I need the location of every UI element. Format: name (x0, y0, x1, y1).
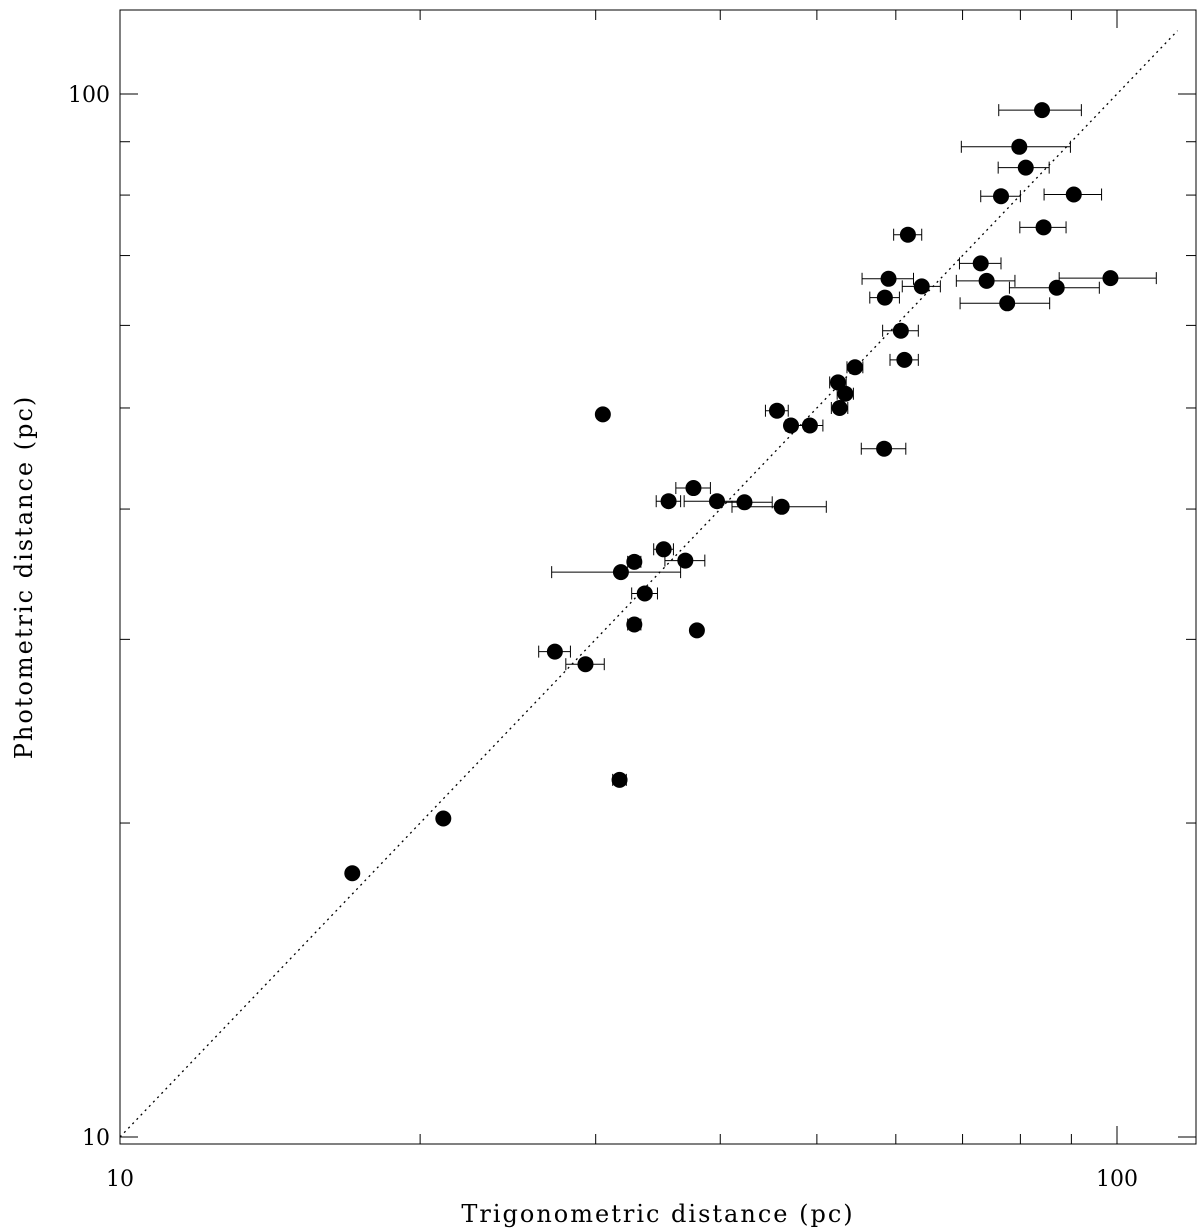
data-point (896, 351, 913, 368)
data-point (1011, 138, 1028, 155)
data-point (1017, 159, 1034, 176)
data-point (685, 480, 702, 497)
data-point (626, 616, 643, 633)
data-point (636, 585, 653, 602)
data-point (972, 255, 989, 272)
data-point (1048, 279, 1065, 296)
data-point (831, 399, 848, 416)
data-point (801, 417, 818, 434)
data-point (344, 865, 361, 882)
data-point (880, 270, 897, 287)
data-point (1102, 270, 1119, 287)
data-point (1035, 219, 1052, 236)
data-point (913, 278, 930, 295)
data-point (1034, 102, 1051, 119)
data-point (655, 541, 672, 558)
data-point (993, 188, 1010, 205)
data-point (708, 493, 725, 510)
data-point (999, 295, 1016, 312)
data-point (594, 406, 611, 423)
data-point (435, 810, 452, 827)
data-point (876, 289, 893, 306)
x-axis-title: Trigonometric distance (pc) (461, 1200, 854, 1228)
data-point (577, 656, 594, 673)
data-point (978, 272, 995, 289)
y-tick-label: 10 (82, 1126, 110, 1151)
data-point (546, 643, 563, 660)
data-point (1065, 186, 1082, 203)
x-tick-label: 100 (1096, 1167, 1138, 1192)
data-point (677, 552, 694, 569)
data-point (846, 359, 863, 376)
y-tick-label: 100 (68, 83, 110, 108)
tick-layer: 10 100 10 100 (68, 10, 1196, 1192)
data-point (626, 553, 643, 570)
data-point (660, 493, 677, 510)
data-point (829, 374, 846, 391)
data-point-layer (344, 102, 1119, 882)
data-point (892, 322, 909, 339)
y-axis-title: Photometric distance (pc) (10, 395, 38, 760)
data-point (773, 498, 790, 515)
data-point (899, 226, 916, 243)
data-point (611, 771, 628, 788)
plot-frame (119, 9, 1197, 1145)
data-point (612, 564, 629, 581)
x-tick-label: 10 (106, 1167, 134, 1192)
data-point (736, 494, 753, 511)
data-point (688, 622, 705, 639)
data-point (783, 417, 800, 434)
data-point (837, 385, 854, 402)
data-point (768, 402, 785, 419)
data-point (876, 440, 893, 457)
errorbar-layer (538, 104, 1157, 786)
